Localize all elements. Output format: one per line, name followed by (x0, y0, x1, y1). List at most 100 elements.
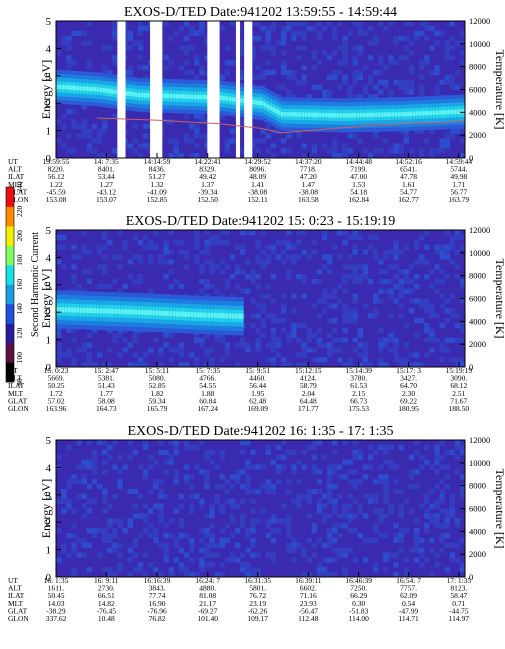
background-cell (439, 342, 445, 348)
y2-tick-label: 2000 (469, 339, 486, 349)
background-cell (429, 332, 435, 338)
background-cell (393, 357, 399, 363)
background-cell (388, 459, 394, 465)
background-cell (240, 269, 246, 275)
background-cell (255, 259, 261, 265)
background-cell (424, 21, 430, 27)
background-cell (76, 283, 82, 290)
background-cell (342, 60, 348, 66)
background-cell (219, 25, 226, 32)
background-cell (342, 318, 348, 324)
background-cell (280, 308, 287, 314)
background-cell (224, 557, 231, 563)
background-cell (265, 60, 272, 66)
background-cell (321, 230, 328, 236)
background-cell (173, 557, 179, 563)
background-cell (102, 153, 108, 158)
background-cell (209, 283, 215, 290)
background-cell (209, 259, 215, 265)
background-cell (178, 518, 185, 524)
background-cell (321, 357, 328, 363)
background-cell (367, 79, 374, 85)
background-cell (311, 303, 318, 309)
background-cell (137, 493, 144, 500)
background-cell (117, 567, 123, 573)
ephemeris-cell: 8096. (249, 165, 266, 174)
background-cell (265, 244, 272, 250)
background-cell (321, 572, 328, 577)
y-axis-label: Energy [eV] (39, 479, 53, 538)
background-cell (56, 327, 62, 334)
background-cell (357, 342, 364, 348)
background-cell (245, 488, 251, 495)
background-cell (127, 143, 133, 149)
background-cell (449, 133, 456, 139)
ephemeris-cell: 163.58 (298, 195, 319, 204)
background-cell (142, 518, 149, 524)
background-cell (408, 298, 415, 304)
background-cell (71, 337, 77, 343)
ephemeris-cell: 1.37 (201, 180, 214, 189)
ephemeris-cell: 153.08 (46, 195, 67, 204)
background-cell (132, 332, 139, 338)
background-cell (199, 69, 205, 76)
data-gap (117, 21, 126, 158)
background-cell (403, 79, 410, 85)
ephemeris-cell: 14:52:16 (395, 157, 422, 166)
band-cell (418, 111, 422, 116)
background-cell (429, 547, 435, 553)
ephemeris-cell: 16.90 (149, 599, 166, 608)
background-cell (378, 69, 384, 76)
background-cell (199, 30, 205, 36)
background-cell (286, 449, 292, 455)
background-cell (117, 288, 123, 294)
background-cell (367, 25, 374, 32)
band-cell (56, 306, 60, 312)
band-cell (126, 91, 130, 96)
background-cell (270, 69, 277, 76)
background-cell (347, 547, 353, 553)
background-cell (378, 278, 384, 285)
background-cell (122, 347, 128, 353)
background-cell (434, 249, 440, 255)
band-cell (99, 87, 104, 93)
background-cell (86, 332, 93, 338)
background-cell (102, 528, 108, 534)
background-cell (393, 35, 399, 41)
background-cell (280, 303, 287, 309)
background-cell (158, 572, 164, 577)
y2-axis-label: Temperature [K] (493, 258, 505, 338)
background-cell (429, 572, 435, 577)
background-cell (372, 293, 379, 299)
background-cell (357, 278, 364, 285)
ephemeris-cell: 112.48 (298, 614, 319, 623)
background-cell (311, 542, 318, 548)
background-cell (326, 269, 333, 275)
background-cell (245, 459, 251, 465)
background-cell (173, 444, 179, 451)
background-cell (347, 274, 353, 280)
background-cell (127, 547, 133, 553)
background-cell (439, 269, 445, 275)
background-cell (347, 133, 353, 139)
background-cell (250, 50, 256, 56)
background-cell (219, 542, 226, 548)
background-cell (398, 513, 404, 519)
background-cell (178, 503, 185, 509)
background-cell (311, 148, 318, 154)
background-cell (122, 337, 128, 343)
background-cell (102, 123, 108, 129)
background-cell (265, 259, 272, 265)
background-cell (91, 138, 98, 144)
background-cell (102, 362, 108, 367)
ephemeris-cell: 14:14:59 (144, 157, 171, 166)
band-cell (137, 92, 142, 98)
background-cell (393, 143, 399, 149)
background-cell (449, 552, 456, 558)
background-cell (398, 278, 404, 285)
background-cell (234, 479, 241, 485)
background-cell (362, 249, 369, 255)
background-cell (429, 128, 435, 134)
band-cell (380, 112, 384, 117)
background-cell (418, 148, 425, 154)
